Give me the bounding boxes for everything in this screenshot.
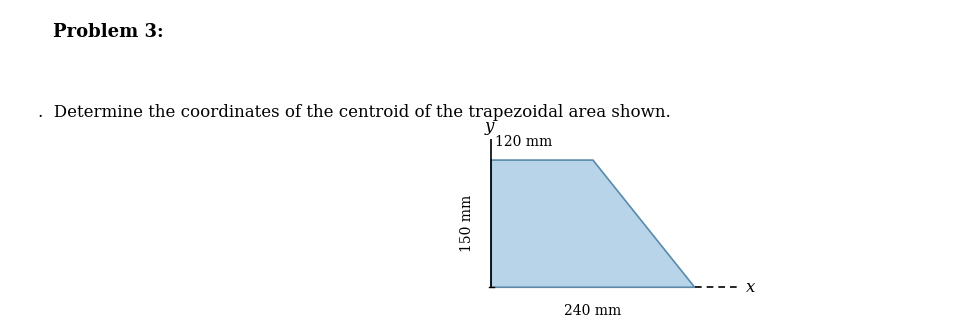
Text: 120 mm: 120 mm [495, 135, 553, 149]
Polygon shape [491, 160, 695, 287]
Text: .  Determine the coordinates of the centroid of the trapezoidal area shown.: . Determine the coordinates of the centr… [38, 104, 671, 121]
Text: 240 mm: 240 mm [564, 304, 622, 318]
Text: 150 mm: 150 mm [461, 195, 474, 252]
Text: x: x [745, 279, 755, 296]
Text: Problem 3:: Problem 3: [53, 23, 163, 41]
Text: y: y [485, 118, 494, 135]
